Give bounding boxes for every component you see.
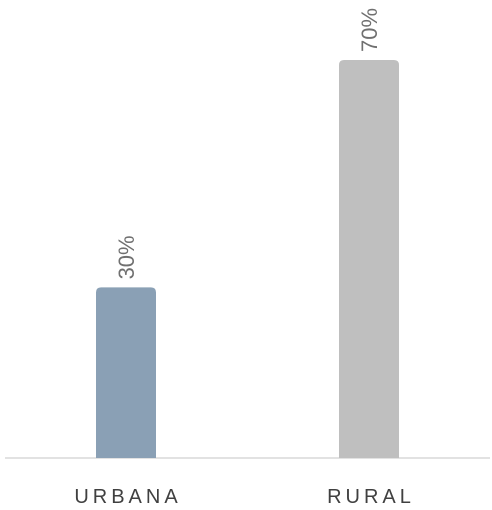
bar <box>339 60 399 458</box>
x-tick-label: URBANA <box>74 486 181 508</box>
value-label: 30% <box>114 235 139 279</box>
bar <box>96 287 156 458</box>
x-tick-label: RURAL <box>327 486 415 508</box>
value-label: 70% <box>357 8 382 52</box>
